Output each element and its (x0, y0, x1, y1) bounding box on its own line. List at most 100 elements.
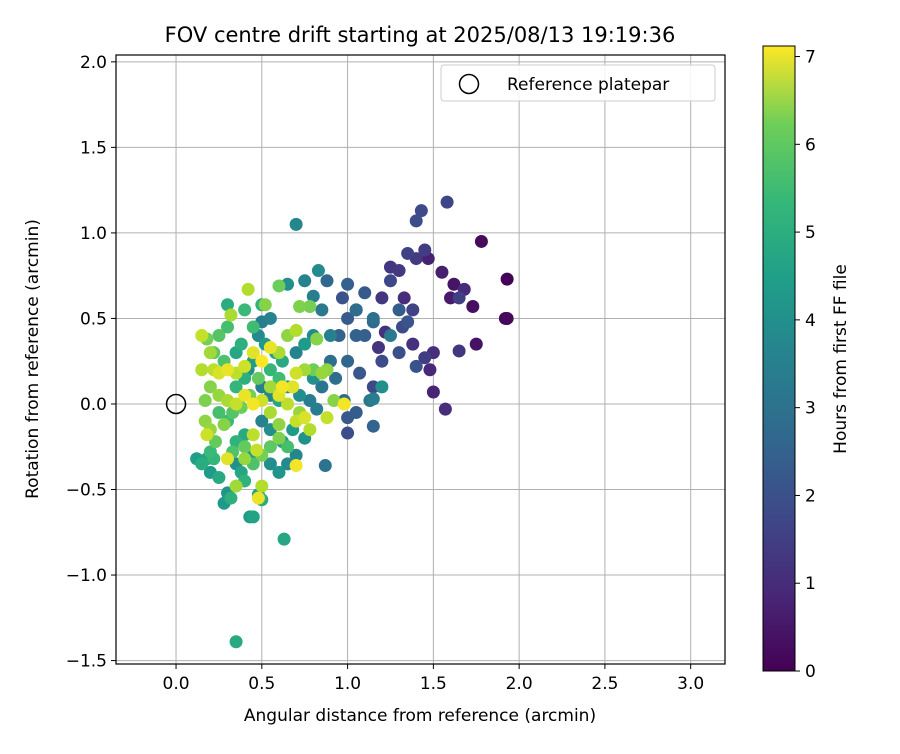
legend-box (440, 64, 716, 102)
colorbar-tick-label: 2 (805, 486, 816, 506)
data-point (409, 214, 423, 228)
data-point (263, 440, 277, 454)
legend: Reference platepar (440, 64, 716, 102)
data-point (221, 298, 235, 312)
data-point (349, 303, 363, 317)
data-point (406, 303, 420, 317)
data-point (298, 274, 312, 288)
data-point (392, 346, 406, 360)
data-point (246, 346, 260, 360)
data-point (311, 264, 325, 278)
data-point (289, 459, 303, 473)
data-point (203, 346, 217, 360)
data-point (341, 426, 355, 440)
colorbar-label: Hours from first FF file (831, 264, 851, 454)
data-point (286, 380, 300, 394)
data-point (281, 397, 295, 411)
data-point (474, 234, 488, 248)
data-point (315, 380, 329, 394)
data-point (409, 359, 423, 373)
colorbar-tick-label: 5 (805, 223, 816, 243)
data-point (195, 363, 209, 377)
data-point (203, 445, 217, 459)
data-point (466, 299, 480, 313)
data-point (500, 311, 514, 325)
data-point (258, 298, 272, 312)
data-point (212, 406, 226, 420)
data-point (406, 337, 420, 351)
data-point (335, 291, 349, 305)
x-tick-label: 2.5 (591, 674, 618, 694)
data-point (397, 291, 411, 305)
y-tick-label: 1.0 (80, 224, 107, 244)
data-point (303, 394, 317, 408)
data-point (447, 277, 461, 291)
data-point (418, 351, 432, 365)
data-point (238, 303, 252, 317)
data-point (238, 359, 252, 373)
data-point (371, 341, 385, 355)
data-point (293, 299, 307, 313)
data-point (315, 303, 329, 317)
x-axis-ticks: 0.0 0.5 1.0 1.5 2.0 2.5 3.0 (163, 664, 704, 694)
colorbar-tick-label: 0 (805, 662, 816, 682)
data-point (251, 371, 265, 385)
y-tick-label: 1.5 (80, 138, 107, 158)
x-tick-label: 1.5 (420, 674, 447, 694)
data-point (221, 363, 235, 377)
data-point (289, 217, 303, 231)
data-point (238, 440, 252, 454)
data-point (418, 243, 432, 257)
data-point (203, 380, 217, 394)
data-point (303, 423, 317, 437)
x-tick-label: 0.0 (163, 674, 190, 694)
data-point (375, 380, 389, 394)
data-point (229, 635, 243, 649)
data-point (375, 291, 389, 305)
data-point (263, 363, 277, 377)
y-tick-label: −0.5 (66, 481, 107, 501)
data-point (341, 311, 355, 325)
data-point (263, 341, 277, 355)
data-point (246, 320, 260, 334)
data-point (469, 337, 483, 351)
data-point (195, 457, 209, 471)
data-point (238, 452, 252, 466)
data-point (229, 479, 243, 493)
data-point (229, 397, 243, 411)
data-point (255, 354, 269, 368)
data-point (375, 354, 389, 368)
data-point (323, 329, 337, 343)
data-point (320, 411, 334, 425)
data-point (337, 397, 351, 411)
data-point (275, 380, 289, 394)
data-point (272, 431, 286, 445)
data-point (366, 419, 380, 433)
data-point (306, 289, 320, 303)
data-point (392, 303, 406, 317)
data-point (426, 385, 440, 399)
data-point (500, 272, 514, 286)
data-point (366, 392, 380, 406)
data-point (318, 459, 332, 473)
data-point (263, 406, 277, 420)
colorbar-tick-label: 6 (805, 135, 816, 155)
y-axis-ticks: −1.5 −1.0 −0.5 0.0 0.5 1.0 1.5 2.0 (66, 53, 116, 672)
data-point (224, 491, 238, 505)
grid-lines (116, 55, 725, 664)
y-tick-label: −1.0 (66, 566, 107, 586)
data-point (246, 397, 260, 411)
data-point (440, 195, 454, 209)
data-point (392, 264, 406, 278)
data-point (341, 354, 355, 368)
data-point (320, 274, 334, 288)
x-axis-label: Angular distance from reference (arcmin) (244, 706, 596, 726)
data-point (277, 532, 291, 546)
y-tick-label: 0.5 (80, 309, 107, 329)
data-point (349, 406, 363, 420)
data-point (195, 329, 209, 343)
data-point (289, 448, 303, 462)
data-point (224, 308, 238, 322)
data-point (234, 337, 248, 351)
data-point (281, 440, 295, 454)
